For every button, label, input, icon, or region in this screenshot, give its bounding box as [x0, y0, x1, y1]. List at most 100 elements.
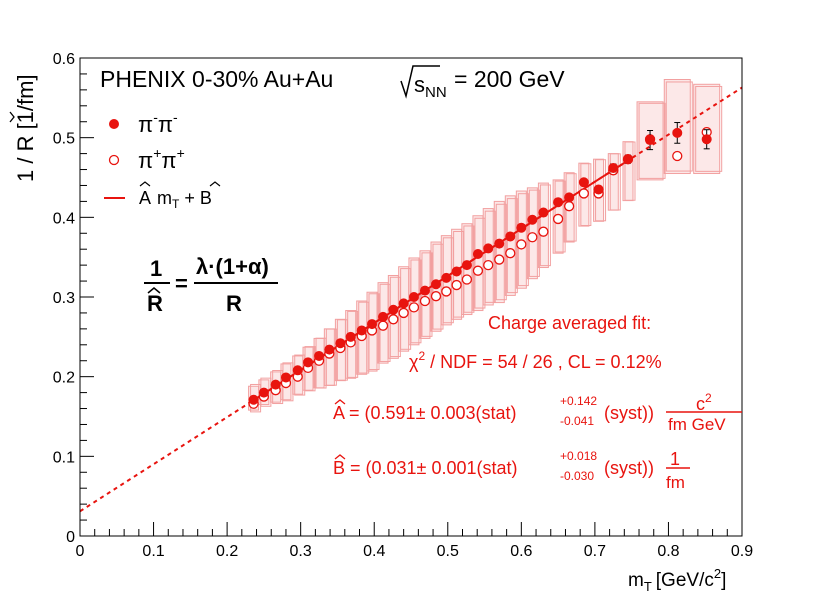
formula-lhs-den: R — [147, 291, 163, 316]
point-pi-minus — [292, 365, 303, 376]
y-tick-label: 0.2 — [53, 370, 75, 387]
svg-text:PHENIX 0-30% Au+Au: PHENIX 0-30% Au+Au — [100, 66, 333, 92]
x-axis-label-units-end: ] — [721, 570, 726, 591]
legend-neg-pi2: π — [158, 112, 173, 137]
y-tick-label: 0.4 — [53, 210, 75, 227]
point-pi-minus — [578, 177, 589, 188]
point-pi-minus — [388, 304, 399, 315]
fit-b-prefix: B = (0.031± 0.001(stat) — [333, 458, 517, 478]
formula-lhs-num: 1 — [150, 256, 162, 281]
point-pi-minus — [270, 379, 281, 390]
svg-text:sNN: sNN — [414, 72, 447, 101]
sys-box — [504, 195, 516, 296]
point-pi-minus — [527, 214, 538, 225]
fit-b-unit-den: fm — [666, 473, 685, 492]
point-pi-minus — [345, 331, 356, 342]
sys-box — [493, 200, 505, 304]
point-pi-plus — [408, 302, 420, 313]
x-axis-label-units-sup: 2 — [714, 566, 721, 581]
point-pi-minus — [672, 127, 683, 138]
svg-text:mT[GeV/c2]: mT [GeV/c2] — [628, 566, 726, 594]
legend-neg-sup2: - — [173, 109, 178, 125]
x-tick-label: 0.1 — [142, 543, 164, 560]
point-pi-plus — [377, 320, 389, 331]
fit-b-suffix: (syst)) — [604, 458, 654, 478]
fit-b-sup: +0.018 — [560, 449, 597, 463]
formula-rhs-num: λ·(1+α) — [196, 254, 269, 279]
sys-box — [609, 153, 621, 211]
legend-pos-sup1: + — [153, 145, 161, 161]
point-pi-minus — [622, 154, 633, 165]
fit-a-sub: -0.041 — [560, 414, 594, 428]
point-pi-minus — [701, 134, 712, 145]
point-pi-minus — [538, 207, 549, 218]
chart-title: PHENIX 0-30% Au+Au — [100, 66, 333, 92]
x-tick-label: 0.3 — [290, 543, 312, 560]
point-pi-minus — [280, 372, 291, 383]
point-pi-minus — [335, 338, 346, 349]
formula-eq: = — [175, 271, 188, 296]
y-tick-label: 0.6 — [53, 51, 75, 68]
point-pi-minus — [356, 325, 367, 336]
data-points — [248, 122, 712, 409]
fit-b-unit-num: 1 — [670, 449, 680, 469]
point-pi-plus — [552, 213, 564, 225]
legend-pos-sup2: + — [177, 145, 185, 161]
fit-a-suffix: (syst)) — [604, 403, 654, 423]
axes: 0 0.1 0.2 0.3 0.4 0.5 0.6 0.7 0.8 0.9 0 0.1 0.2 0.3 0.… — [53, 51, 753, 560]
svg-text:π-π-: π-π- — [138, 109, 178, 137]
x-axis-label-units: [GeV/c — [656, 570, 714, 591]
y-axis-label: 1 / R [1/fm] — [13, 74, 38, 182]
point-pi-plus — [472, 265, 484, 276]
x-tick-label: 0 — [76, 543, 85, 560]
point-pi-plus — [483, 259, 494, 271]
chi2-text: / NDF = 54 / 26 , CL = 0.12% — [430, 352, 661, 372]
x-tick-label: 0.6 — [510, 543, 532, 560]
legend-fit-b: + B — [184, 188, 212, 208]
point-pi-minus — [441, 272, 452, 283]
sys-box — [482, 208, 494, 306]
point-pi-minus — [258, 387, 269, 398]
legend-marker-open — [108, 154, 120, 166]
energy-symbol: s — [414, 72, 425, 97]
point-pi-minus — [553, 197, 564, 208]
point-pi-minus — [248, 394, 259, 405]
fit-results: Charge averaged fit: χ2 / NDF = 54 / 26 ,… — [333, 313, 742, 492]
point-pi-plus — [538, 226, 549, 237]
sys-box — [537, 182, 549, 269]
y-tick-label: 0.3 — [53, 290, 75, 307]
x-tick-label: 0.2 — [216, 543, 238, 560]
legend-pos-pi1: π — [138, 148, 153, 173]
point-pi-minus — [645, 135, 656, 146]
fit-b-sub: -0.030 — [560, 469, 594, 483]
energy-subscript: NN — [425, 84, 447, 101]
point-pi-minus — [494, 238, 505, 249]
fit-a-prefix: A = (0.591± 0.003(stat) — [333, 403, 517, 423]
legend-marker-filled — [109, 119, 119, 129]
formula-rhs-den: R — [226, 291, 242, 316]
x-tick-label: 0.4 — [363, 543, 385, 560]
point-pi-plus — [527, 232, 538, 243]
fit-heading: Charge averaged fit: — [488, 313, 651, 333]
y-tick-label: 0.1 — [53, 449, 75, 466]
point-pi-plus — [388, 314, 399, 325]
point-pi-minus — [303, 357, 314, 368]
point-pi-plus — [578, 188, 590, 199]
point-pi-minus — [472, 248, 483, 259]
chi2-symbol: χ — [409, 352, 419, 372]
legend-fit-sub: T — [172, 197, 180, 211]
x-axis-label-m: m — [628, 570, 644, 591]
point-pi-plus — [563, 201, 575, 212]
y-tick-label: 0 — [66, 529, 75, 546]
point-pi-minus — [593, 184, 604, 195]
point-pi-minus — [451, 266, 462, 277]
svg-text:= 200 GeV: = 200 GeV — [454, 66, 565, 92]
legend-fit-a: A — [139, 188, 151, 208]
fit-a-sup: +0.142 — [560, 394, 597, 408]
chi2-sup: 2 — [418, 349, 425, 363]
point-pi-minus — [564, 192, 575, 203]
point-pi-plus — [494, 254, 505, 265]
sys-box — [638, 102, 666, 179]
point-pi-plus — [505, 248, 516, 259]
